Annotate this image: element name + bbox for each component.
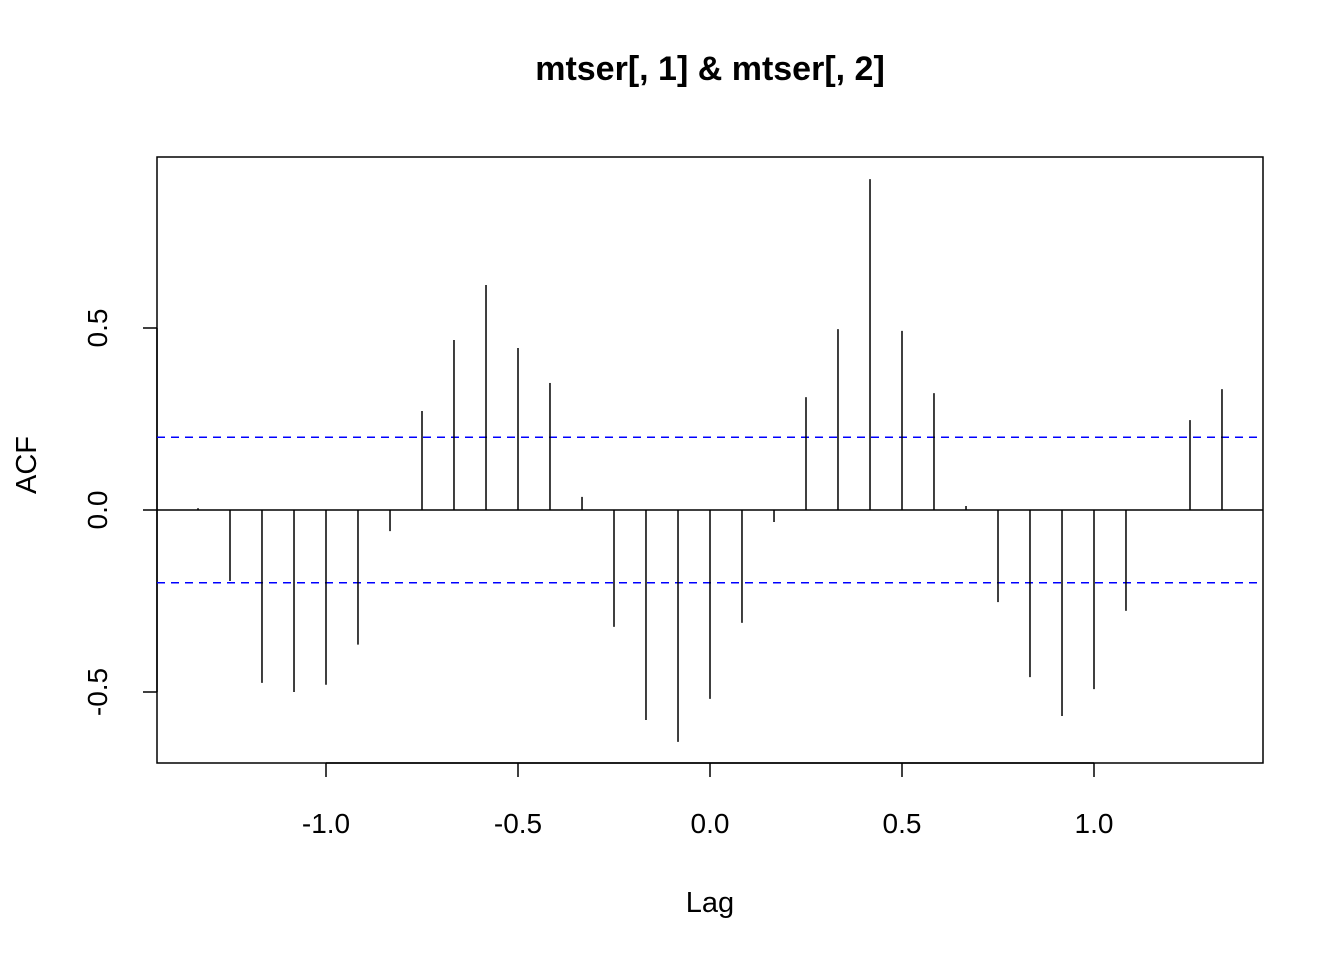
x-tick-label: -0.5 bbox=[494, 808, 542, 839]
chart-title: mtser[, 1] & mtser[, 2] bbox=[535, 50, 885, 88]
y-axis-label: ACF bbox=[11, 436, 43, 494]
x-tick-label: 0.5 bbox=[883, 808, 922, 839]
y-tick-label: 0.5 bbox=[82, 309, 113, 348]
y-tick-label: -0.5 bbox=[82, 668, 113, 716]
y-tick-label: 0.0 bbox=[82, 491, 113, 530]
x-tick-label: 1.0 bbox=[1075, 808, 1114, 839]
x-tick-label: 0.0 bbox=[691, 808, 730, 839]
x-tick-label: -1.0 bbox=[302, 808, 350, 839]
x-axis-label: Lag bbox=[686, 887, 734, 919]
